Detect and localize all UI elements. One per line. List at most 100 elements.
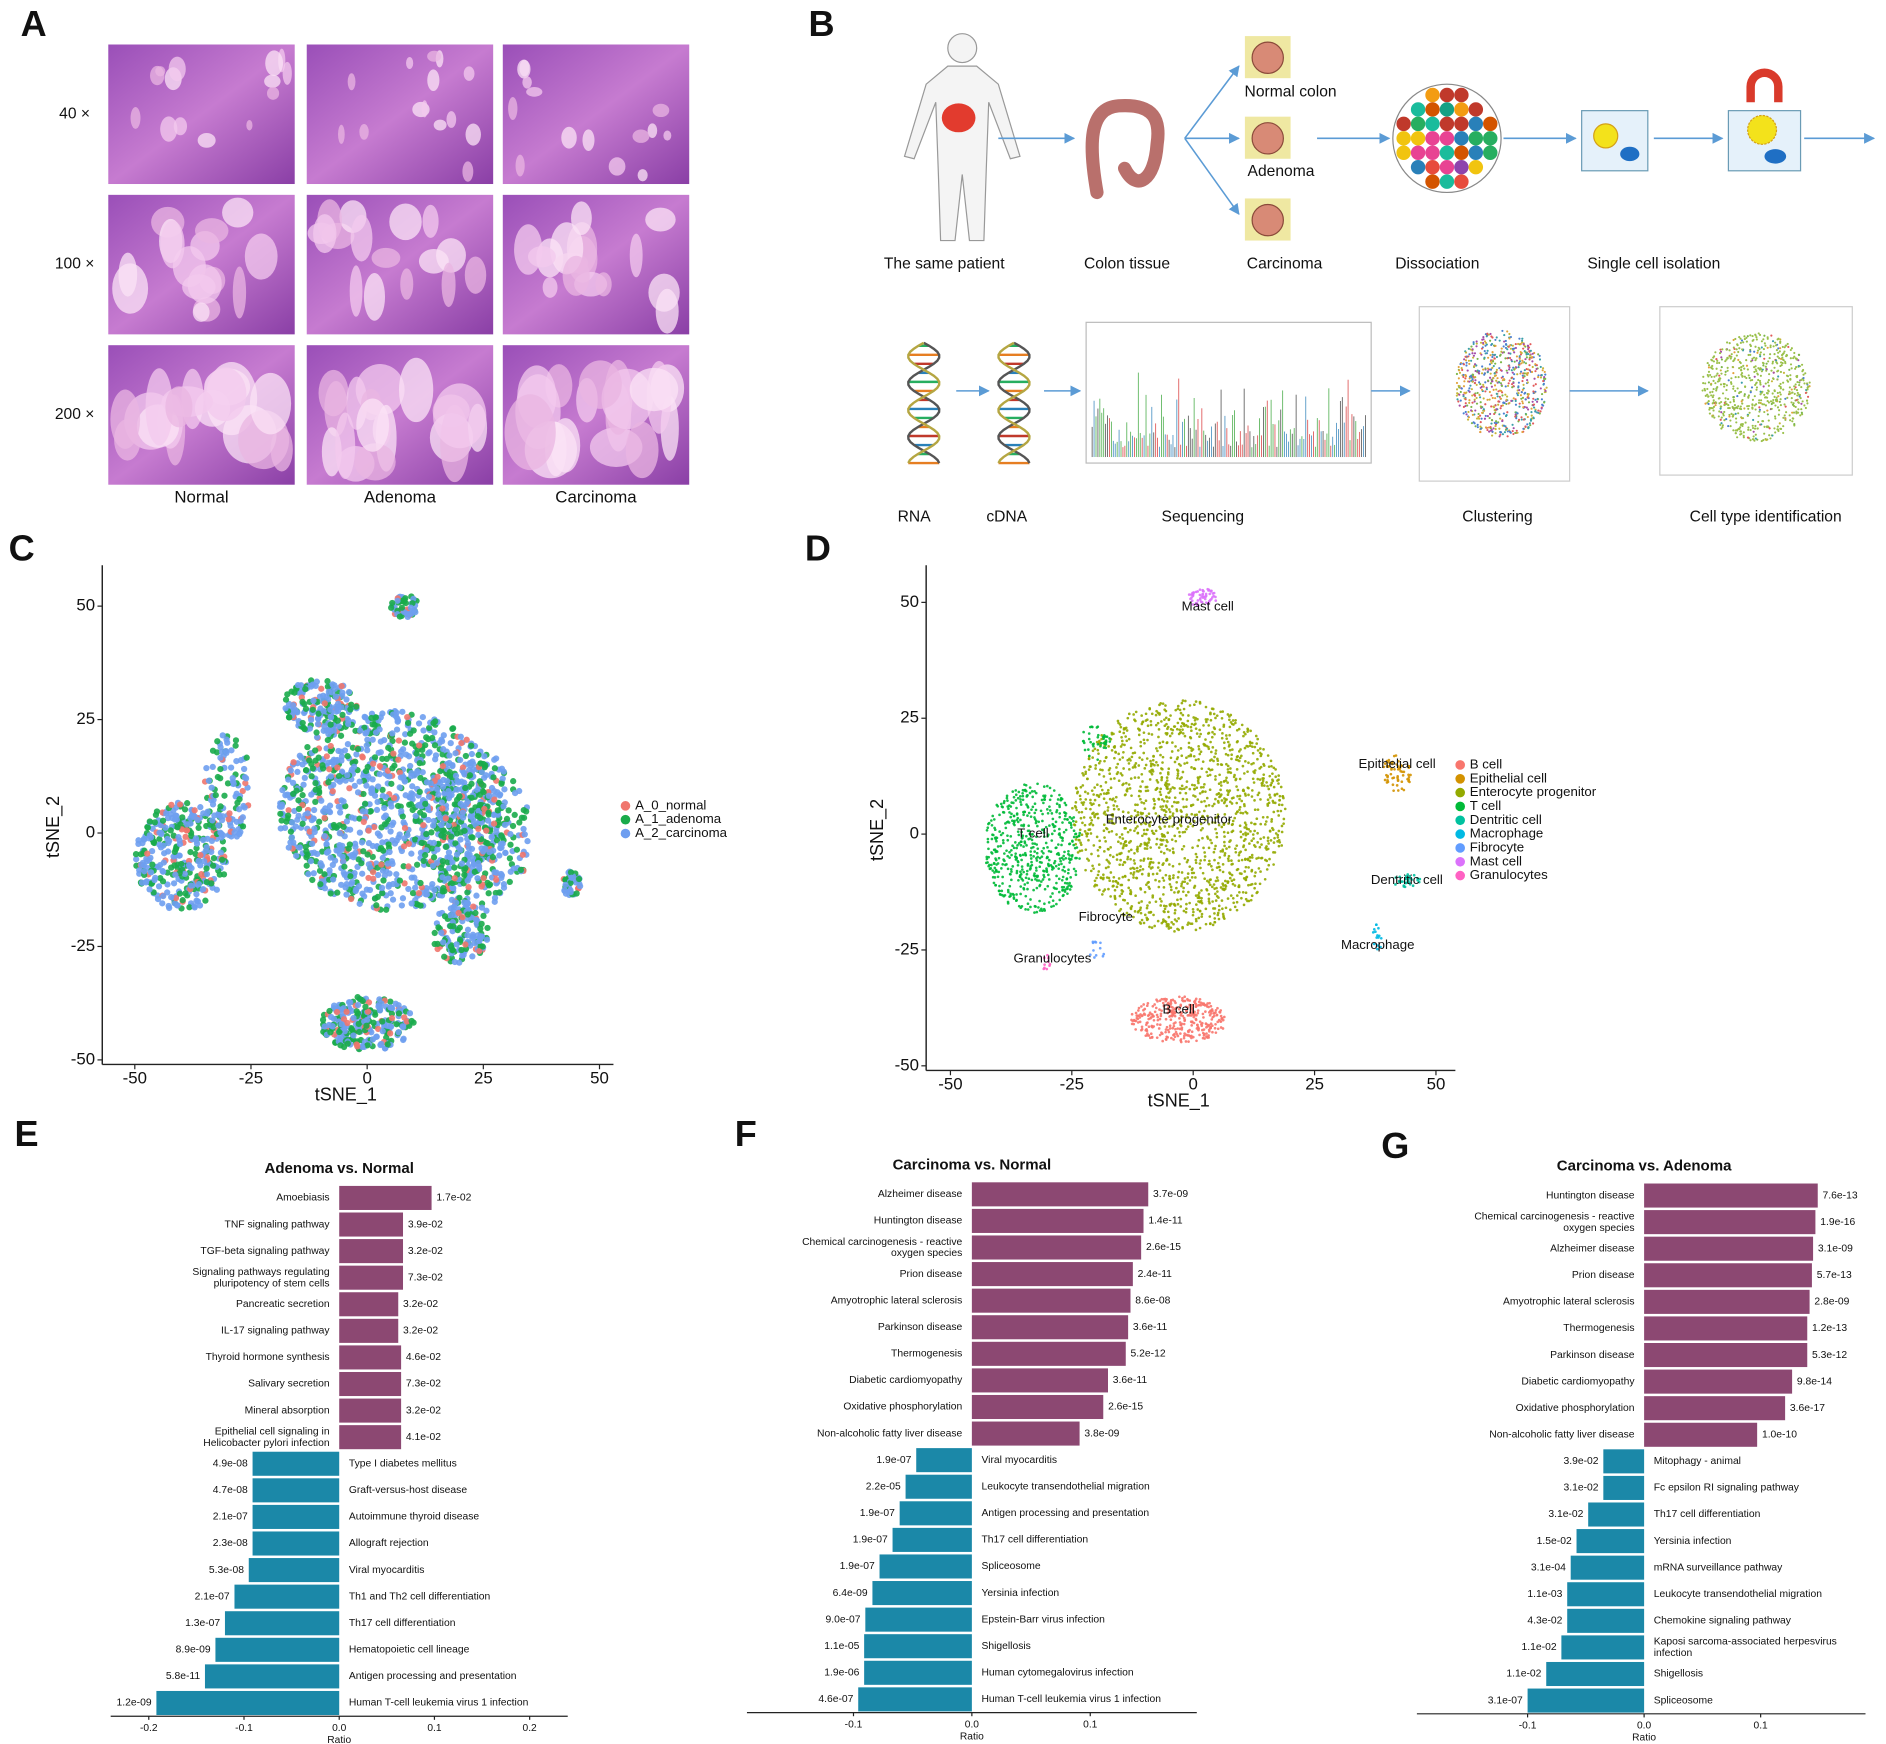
point-cloud-dot: [221, 793, 227, 799]
point-cloud-dot: [168, 864, 174, 870]
mini-point: [1544, 390, 1546, 392]
step-label: Sequencing: [1162, 508, 1245, 525]
point-cloud-dot: [288, 767, 294, 773]
mini-point: [1706, 388, 1708, 390]
mini-point: [1532, 398, 1534, 400]
mini-point: [1509, 380, 1511, 382]
point-cloud-dot: [1166, 1026, 1169, 1029]
point-cloud-dot: [440, 746, 446, 752]
point-cloud-dot: [449, 762, 455, 768]
mini-point: [1796, 376, 1798, 378]
point-cloud-dot: [490, 854, 496, 860]
mini-point: [1720, 369, 1722, 371]
mini-point: [1749, 377, 1751, 379]
point-cloud-dot: [432, 941, 438, 947]
mini-point: [1511, 369, 1513, 371]
point-cloud-dot: [352, 844, 358, 850]
tissue-label: Carcinoma: [1247, 256, 1323, 273]
mini-point: [1757, 349, 1759, 351]
point-cloud-dot: [149, 862, 155, 868]
mini-point: [1519, 372, 1521, 374]
point-cloud-dot: [336, 773, 342, 779]
point-cloud-dot: [507, 831, 513, 837]
mini-point: [1518, 406, 1520, 408]
point-cloud-dot: [1193, 1022, 1196, 1025]
mini-point: [1802, 400, 1804, 402]
tissue-texture: [283, 62, 292, 85]
panel-label: A: [21, 3, 47, 44]
point-cloud-dot: [470, 903, 476, 909]
point-cloud-dot: [1401, 787, 1404, 790]
point-cloud-dot: [1156, 1000, 1159, 1003]
mini-point: [1749, 350, 1751, 352]
point-cloud-dot: [435, 791, 441, 797]
point-cloud-dot: [439, 738, 445, 744]
point-cloud-dot: [177, 801, 183, 807]
point-cloud-dot: [159, 868, 165, 874]
point-cloud-dot: [1165, 1018, 1168, 1021]
mini-point: [1776, 378, 1778, 380]
mini-point: [1495, 420, 1497, 422]
point-cloud-dot: [187, 849, 193, 855]
mini-point: [1526, 356, 1528, 358]
point-cloud-dot: [1155, 1007, 1158, 1010]
point-cloud-dot: [1169, 1024, 1172, 1027]
point-cloud-dot: [1223, 1016, 1226, 1019]
point-cloud-dot: [360, 791, 366, 797]
mini-point: [1487, 350, 1489, 352]
point-cloud-dot: [395, 757, 401, 763]
mini-point: [1517, 385, 1519, 387]
mini-point: [1536, 411, 1538, 413]
point-cloud-dot: [507, 842, 513, 848]
tissue-texture: [359, 124, 368, 140]
mini-point: [1777, 430, 1779, 432]
point-cloud-dot: [442, 913, 448, 919]
mini-point: [1499, 417, 1501, 419]
mini-point: [1496, 371, 1498, 373]
point-cloud-dot: [309, 877, 315, 883]
point-cloud-dot: [417, 789, 423, 795]
point-cloud-dot: [337, 1042, 343, 1048]
point-cloud-dot: [325, 779, 331, 785]
point-cloud-dot: [1239, 795, 1242, 798]
x-tick-label: -25: [239, 1068, 263, 1087]
mini-point: [1725, 389, 1727, 391]
mini-point: [1793, 385, 1795, 387]
mini-point: [1489, 399, 1491, 401]
column-label: Carcinoma: [555, 487, 637, 506]
point-cloud-dot: [330, 788, 336, 794]
mini-point: [1766, 368, 1768, 370]
mini-point: [1537, 376, 1539, 378]
mini-point: [1708, 364, 1710, 366]
mini-point: [1501, 330, 1503, 332]
mini-point: [1484, 372, 1486, 374]
point-cloud-dot: [209, 817, 215, 823]
mini-point: [1769, 437, 1771, 439]
point-cloud-dot: [446, 752, 452, 758]
point-cloud-dot: [188, 883, 194, 889]
mini-point: [1773, 396, 1775, 398]
mini-point: [1506, 411, 1508, 413]
mini-point: [1496, 377, 1498, 379]
point-cloud-dot: [197, 852, 203, 858]
mini-point: [1481, 365, 1483, 367]
point-cloud-dot: [1156, 1023, 1159, 1026]
point-cloud-dot: [458, 801, 464, 807]
mini-point: [1483, 397, 1485, 399]
mini-point: [1534, 370, 1536, 372]
mini-point: [1710, 359, 1712, 361]
point-cloud-dot: [396, 1010, 402, 1016]
point-cloud-dot: [1164, 1031, 1167, 1034]
point-cloud-dot: [1085, 848, 1088, 851]
point-cloud-dot: [399, 902, 405, 908]
mini-point: [1720, 419, 1722, 421]
point-cloud-dot: [1193, 886, 1196, 889]
point-cloud-dot: [473, 893, 479, 899]
point-cloud-dot: [464, 889, 470, 895]
tissue-texture: [267, 87, 279, 100]
mini-point: [1791, 388, 1793, 390]
mini-point: [1754, 395, 1756, 397]
point-cloud-dot: [141, 868, 147, 874]
mini-point: [1491, 419, 1493, 421]
mini-point: [1522, 384, 1524, 386]
